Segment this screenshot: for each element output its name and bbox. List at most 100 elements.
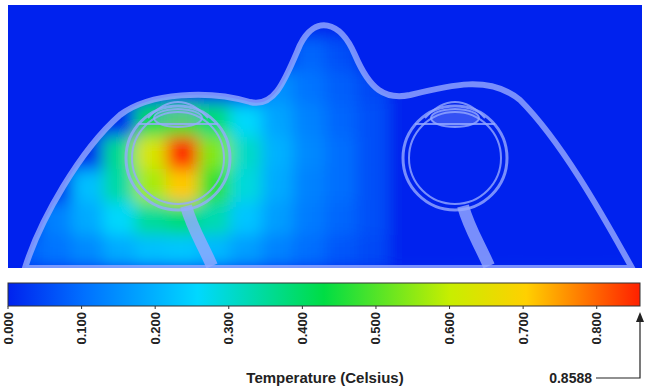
cell	[610, 137, 642, 170]
cell	[8, 5, 40, 38]
colorbar-tick-label: 0.100	[74, 312, 89, 345]
cell	[167, 137, 199, 170]
cell	[230, 5, 262, 38]
cell	[103, 137, 135, 170]
cell	[452, 5, 484, 38]
anatomy-outline	[25, 25, 632, 268]
colorbar-tick-label: 0.200	[148, 312, 163, 345]
cell	[388, 38, 420, 71]
cell	[547, 5, 579, 38]
cell	[610, 104, 642, 137]
cell	[230, 169, 262, 202]
cell	[135, 235, 167, 268]
cell	[8, 169, 40, 202]
cell	[610, 202, 642, 235]
cell	[135, 169, 167, 202]
head-field	[8, 5, 642, 268]
colorbar-tick	[449, 306, 450, 309]
cell	[547, 71, 579, 104]
cell	[293, 202, 325, 235]
cell	[230, 104, 262, 137]
cell	[325, 137, 357, 170]
cell	[71, 71, 103, 104]
cell	[262, 169, 294, 202]
cell	[71, 235, 103, 268]
cell	[293, 137, 325, 170]
cell	[71, 104, 103, 137]
cell	[484, 38, 516, 71]
cell	[293, 104, 325, 137]
eye-outer	[403, 106, 507, 210]
cornea	[425, 102, 485, 118]
cell	[8, 202, 40, 235]
cell	[357, 202, 389, 235]
cell	[230, 202, 262, 235]
colorbar-tick-label: 0.500	[368, 312, 383, 345]
cell	[515, 235, 547, 268]
cell	[40, 235, 72, 268]
cell	[610, 71, 642, 104]
cell	[262, 137, 294, 170]
optic-nerve	[463, 206, 489, 266]
cell	[388, 235, 420, 268]
cell	[515, 137, 547, 170]
cell	[103, 169, 135, 202]
cell	[40, 104, 72, 137]
cell	[8, 137, 40, 170]
cell	[293, 71, 325, 104]
cell	[357, 104, 389, 137]
cell	[40, 38, 72, 71]
colorbar-tick-label: 0.400	[295, 312, 310, 345]
optic-nerve	[186, 206, 212, 266]
cell	[8, 104, 40, 137]
iris	[138, 123, 218, 125]
cell	[325, 235, 357, 268]
cell	[388, 202, 420, 235]
colorbar-tick	[596, 306, 597, 309]
cells	[8, 5, 642, 268]
cell	[293, 169, 325, 202]
cell	[262, 202, 294, 235]
cell	[388, 71, 420, 104]
colorbar-tick	[302, 306, 303, 309]
colorbar	[8, 283, 640, 306]
cell	[293, 235, 325, 268]
cell	[420, 137, 452, 170]
cell	[547, 38, 579, 71]
cell	[579, 71, 611, 104]
plot-area	[8, 5, 642, 268]
colorbar-tick-label: 0.700	[516, 312, 531, 345]
colorbar-tick	[523, 306, 524, 309]
cell	[515, 169, 547, 202]
cell	[198, 38, 230, 71]
cell	[579, 235, 611, 268]
colorbar-tick-label: 0.800	[589, 312, 604, 345]
cell	[262, 5, 294, 38]
max-pointer	[596, 316, 640, 378]
cell	[547, 235, 579, 268]
cell	[325, 169, 357, 202]
cell	[262, 104, 294, 137]
cell	[71, 169, 103, 202]
colorbar-title: Temperature (Celsius)	[246, 369, 403, 386]
cell	[103, 38, 135, 71]
cell	[388, 104, 420, 137]
cell	[357, 5, 389, 38]
cell	[515, 38, 547, 71]
cell	[198, 202, 230, 235]
cell	[420, 38, 452, 71]
cell	[357, 137, 389, 170]
cell	[8, 38, 40, 71]
cell	[262, 235, 294, 268]
colorbar-tick	[228, 306, 229, 309]
cell	[103, 5, 135, 38]
cell	[484, 202, 516, 235]
cell	[167, 169, 199, 202]
colorbar-tick	[81, 306, 82, 309]
colorbar-tick	[8, 306, 9, 309]
cell	[420, 5, 452, 38]
cell	[230, 235, 262, 268]
max-label: 0.8588	[549, 370, 592, 386]
cell	[103, 202, 135, 235]
cell	[452, 38, 484, 71]
